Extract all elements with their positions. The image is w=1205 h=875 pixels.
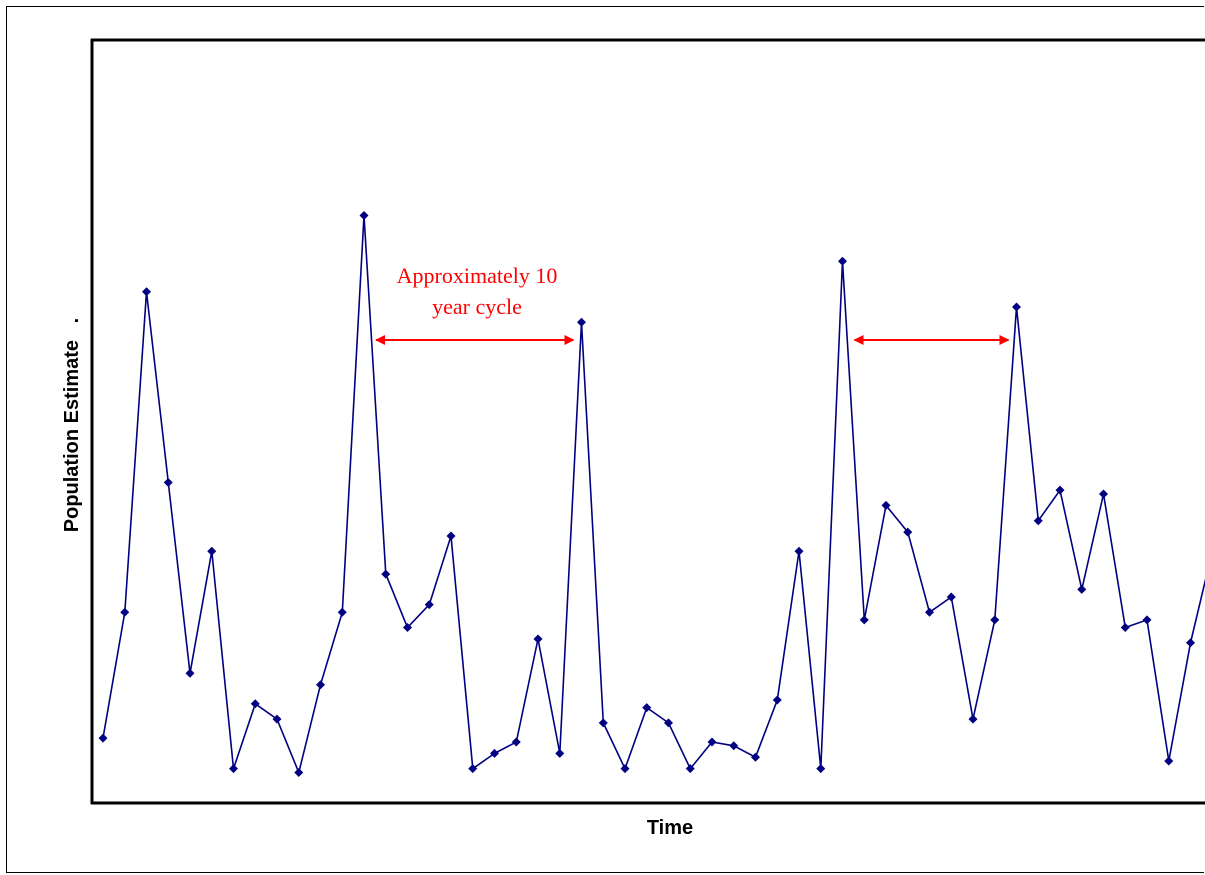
- data-point-marker: [1099, 489, 1108, 499]
- data-point-marker: [533, 634, 543, 644]
- data-point-marker: [1012, 302, 1021, 312]
- data-point-marker: [946, 592, 956, 602]
- data-point-marker: [272, 714, 282, 724]
- data-point-marker: [838, 256, 847, 266]
- data-point-marker: [337, 607, 347, 617]
- data-point-marker: [729, 741, 739, 751]
- data-point-marker: [381, 569, 391, 579]
- data-point-marker: [598, 718, 608, 728]
- series-line: [102, 215, 1205, 776]
- data-point-marker: [468, 764, 478, 774]
- data-point-marker: [316, 680, 325, 690]
- data-point-marker: [229, 764, 238, 774]
- data-point-marker: [511, 737, 521, 747]
- data-point-marker: [1077, 584, 1087, 594]
- data-point-marker: [490, 748, 499, 758]
- data-point-marker: [968, 714, 978, 724]
- data-point-marker: [1164, 756, 1174, 766]
- data-point-marker: [163, 478, 173, 488]
- data-point-marker: [98, 733, 108, 743]
- annotation-text-line2: year cycle: [432, 294, 522, 319]
- data-point-marker: [664, 718, 673, 728]
- data-point-marker: [816, 764, 826, 774]
- data-point-marker: [120, 607, 130, 617]
- data-point-marker: [881, 500, 891, 510]
- data-point-marker: [1033, 516, 1043, 526]
- x-axis-title: Time: [647, 817, 693, 839]
- data-point-marker: [1186, 638, 1195, 648]
- data-point-marker: [403, 623, 412, 633]
- data-point-marker: [207, 546, 217, 556]
- data-point-marker: [642, 703, 652, 713]
- data-point-marker: [185, 668, 195, 678]
- data-point-marker: [620, 764, 630, 774]
- data-point-marker: [990, 615, 1000, 625]
- data-point-marker: [707, 737, 717, 747]
- data-point-marker: [794, 546, 804, 556]
- data-point-marker: [424, 600, 434, 610]
- data-point-marker: [859, 615, 869, 625]
- y-axis-title: Population Estimate .: [61, 318, 83, 532]
- data-point-marker: [446, 531, 456, 541]
- data-point-marker: [903, 527, 913, 537]
- data-point-marker: [294, 767, 304, 777]
- data-point-marker: [1142, 615, 1152, 625]
- data-point-marker: [555, 748, 565, 758]
- data-point-marker: [751, 752, 760, 762]
- cycle-annotation-1: Approximately 10 year cycle: [397, 263, 558, 319]
- data-point-marker: [685, 764, 695, 774]
- series-group: [98, 210, 1205, 777]
- data-point-marker: [772, 695, 782, 705]
- data-point-marker: [142, 287, 151, 297]
- data-point-marker: [250, 699, 260, 709]
- data-point-marker: [925, 607, 934, 617]
- data-point-marker: [577, 317, 586, 327]
- chart-frame: [6, 6, 1204, 873]
- data-point-marker: [1055, 485, 1065, 495]
- data-point-marker: [1120, 623, 1130, 633]
- data-point-marker: [359, 210, 369, 220]
- annotation-text-line1: Approximately 10: [397, 263, 558, 288]
